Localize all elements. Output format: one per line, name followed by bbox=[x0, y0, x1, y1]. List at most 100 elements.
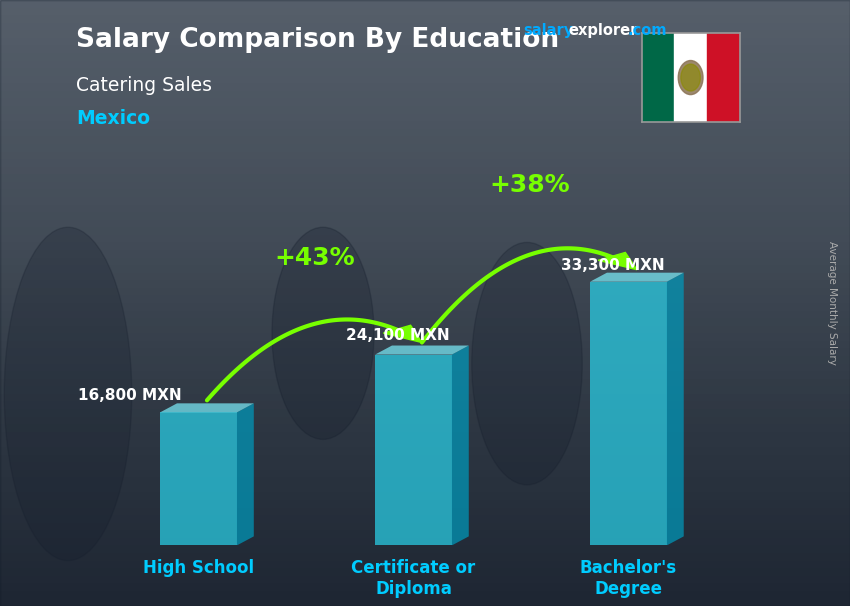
Bar bbox=[674, 33, 707, 122]
Bar bbox=[0, 484, 850, 492]
Bar bbox=[0, 325, 850, 333]
Polygon shape bbox=[160, 412, 237, 545]
Bar bbox=[0, 348, 850, 356]
Polygon shape bbox=[375, 345, 468, 355]
Bar bbox=[0, 424, 850, 431]
Bar bbox=[0, 507, 850, 515]
Bar bbox=[0, 242, 850, 250]
Text: +38%: +38% bbox=[489, 173, 570, 198]
Bar bbox=[0, 144, 850, 152]
Bar bbox=[0, 408, 850, 417]
Text: Mexico: Mexico bbox=[76, 109, 150, 128]
Bar bbox=[0, 279, 850, 288]
Bar bbox=[0, 590, 850, 599]
Bar bbox=[0, 514, 850, 522]
Bar bbox=[0, 68, 850, 76]
Bar bbox=[0, 181, 850, 189]
Bar bbox=[0, 136, 850, 144]
Bar bbox=[0, 0, 850, 7]
Ellipse shape bbox=[4, 227, 132, 561]
Bar bbox=[0, 98, 850, 106]
Bar bbox=[0, 567, 850, 576]
Bar bbox=[0, 7, 850, 15]
Polygon shape bbox=[667, 273, 683, 545]
Bar bbox=[0, 583, 850, 591]
Bar bbox=[0, 439, 850, 447]
Bar bbox=[0, 272, 850, 280]
Bar bbox=[0, 530, 850, 538]
Bar bbox=[0, 598, 850, 606]
Bar bbox=[0, 318, 850, 325]
Polygon shape bbox=[590, 273, 683, 282]
Bar bbox=[0, 83, 850, 91]
Bar bbox=[0, 60, 850, 68]
Polygon shape bbox=[598, 253, 637, 270]
Bar bbox=[0, 545, 850, 553]
Bar bbox=[0, 166, 850, 175]
Bar bbox=[0, 393, 850, 401]
Bar bbox=[0, 560, 850, 568]
Bar bbox=[0, 416, 850, 424]
Bar bbox=[0, 378, 850, 387]
Bar bbox=[0, 386, 850, 394]
Bar bbox=[0, 537, 850, 545]
Bar bbox=[0, 341, 850, 348]
Bar bbox=[0, 22, 850, 30]
Bar bbox=[0, 121, 850, 129]
Bar bbox=[0, 250, 850, 258]
Polygon shape bbox=[375, 355, 452, 545]
Polygon shape bbox=[452, 345, 468, 545]
Bar bbox=[0, 204, 850, 212]
Bar bbox=[0, 454, 850, 462]
Bar bbox=[0, 492, 850, 500]
Bar bbox=[0, 295, 850, 303]
Text: +43%: +43% bbox=[275, 246, 354, 270]
Text: Average Monthly Salary: Average Monthly Salary bbox=[827, 241, 837, 365]
Bar bbox=[0, 90, 850, 98]
Circle shape bbox=[681, 64, 700, 91]
Polygon shape bbox=[160, 404, 254, 412]
Bar bbox=[642, 33, 674, 122]
Bar bbox=[0, 196, 850, 205]
Bar bbox=[0, 431, 850, 439]
Bar bbox=[0, 553, 850, 561]
Bar bbox=[0, 363, 850, 371]
Bar bbox=[0, 15, 850, 22]
Polygon shape bbox=[237, 404, 254, 545]
Bar bbox=[0, 476, 850, 485]
Bar bbox=[0, 128, 850, 136]
Bar bbox=[0, 302, 850, 310]
Bar bbox=[0, 113, 850, 121]
Bar bbox=[0, 45, 850, 53]
Ellipse shape bbox=[272, 227, 374, 439]
Text: Catering Sales: Catering Sales bbox=[76, 76, 212, 95]
Bar bbox=[0, 159, 850, 167]
Bar bbox=[0, 310, 850, 318]
Text: 33,300 MXN: 33,300 MXN bbox=[561, 258, 665, 273]
Text: 16,800 MXN: 16,800 MXN bbox=[77, 388, 181, 404]
Bar bbox=[0, 575, 850, 583]
Bar bbox=[0, 333, 850, 341]
Bar bbox=[0, 189, 850, 197]
Text: 24,100 MXN: 24,100 MXN bbox=[346, 327, 450, 342]
Bar bbox=[0, 522, 850, 530]
Bar bbox=[0, 235, 850, 242]
Bar bbox=[0, 75, 850, 83]
Bar bbox=[0, 257, 850, 265]
Bar bbox=[0, 227, 850, 235]
Bar bbox=[0, 264, 850, 273]
Bar bbox=[0, 499, 850, 508]
Bar bbox=[707, 33, 740, 122]
Polygon shape bbox=[383, 325, 422, 342]
Bar bbox=[0, 211, 850, 220]
Bar bbox=[0, 370, 850, 379]
Text: Salary Comparison By Education: Salary Comparison By Education bbox=[76, 27, 559, 53]
Bar bbox=[0, 38, 850, 45]
Circle shape bbox=[678, 61, 703, 95]
Bar bbox=[0, 30, 850, 38]
Text: explorer: explorer bbox=[569, 23, 638, 38]
Bar bbox=[0, 151, 850, 159]
Bar bbox=[0, 462, 850, 470]
Bar bbox=[0, 53, 850, 61]
Bar bbox=[0, 401, 850, 409]
